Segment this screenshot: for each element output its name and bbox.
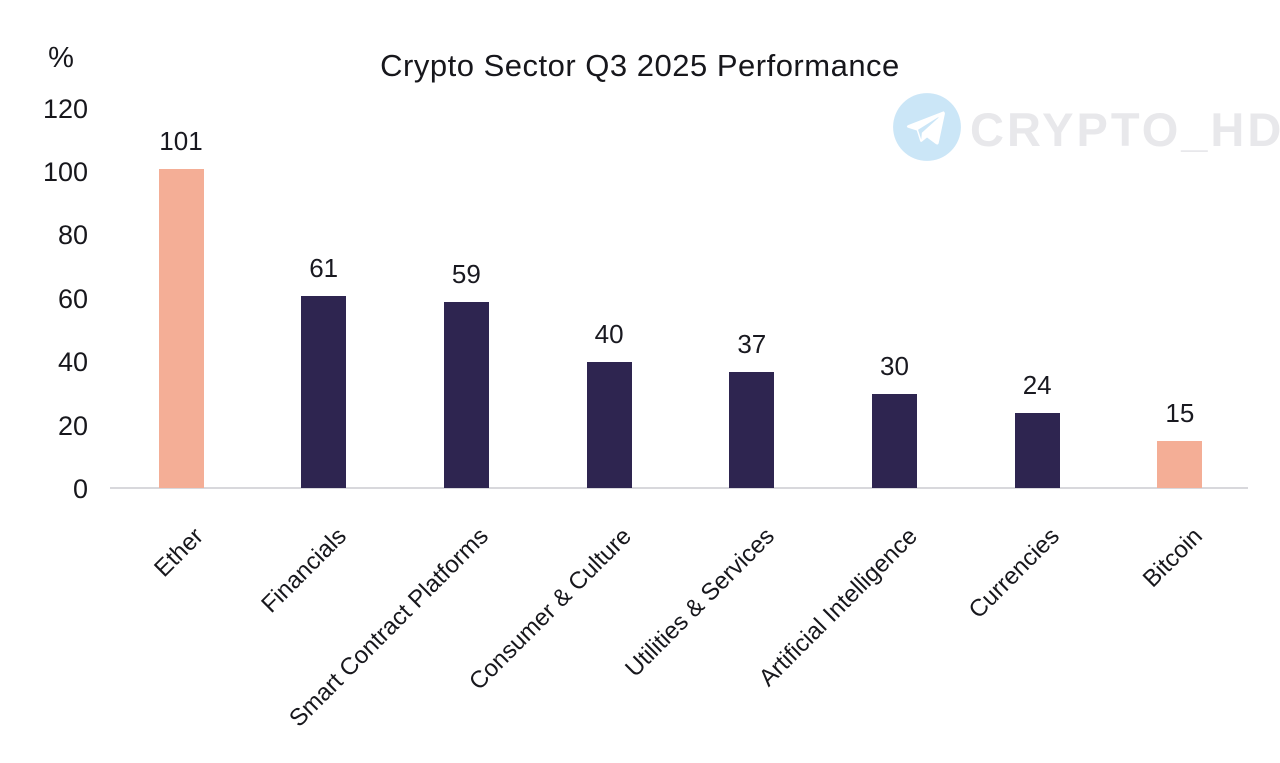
bar-financials [301, 295, 347, 488]
bar-value-label: 37 [737, 328, 767, 359]
bar-utilities-services [729, 371, 775, 488]
y-tick-label-100: 100 [42, 157, 88, 187]
watermark: CRYPTO_HD [890, 90, 1280, 169]
telegram-plane-icon [890, 90, 964, 169]
bar-value-label: 24 [1022, 369, 1052, 400]
bar-bitcoin [1157, 441, 1203, 488]
bar-value-label: 15 [1165, 398, 1195, 429]
y-tick-label-60: 60 [57, 283, 88, 314]
bar-artificial-intelligence [872, 393, 917, 488]
bar-value-label: 59 [451, 258, 481, 289]
y-axis-unit-label: % [48, 42, 74, 74]
y-tick-label-20: 20 [57, 410, 88, 441]
bar-value-label: 61 [309, 252, 339, 283]
x-category-label: Ether [149, 522, 209, 583]
chart-title: Crypto Sector Q3 2025 Performance [380, 48, 900, 83]
bar-consumer-culture [586, 362, 632, 488]
x-axis-baseline [110, 487, 1248, 489]
y-tick-label-40: 40 [57, 347, 88, 378]
watermark-text: CRYPTO_HD [970, 103, 1280, 156]
y-tick-label-80: 80 [57, 220, 88, 251]
y-tick-label-0: 0 [72, 474, 88, 504]
bar-ether [158, 168, 204, 488]
bar-currencies [1014, 412, 1060, 488]
bar-value-label: 101 [159, 125, 203, 156]
bar-value-label: 40 [594, 319, 624, 350]
bar-value-label: 30 [880, 350, 909, 381]
y-tick-label-120: 120 [42, 93, 88, 124]
bar-smart-contract-platforms [443, 301, 489, 488]
